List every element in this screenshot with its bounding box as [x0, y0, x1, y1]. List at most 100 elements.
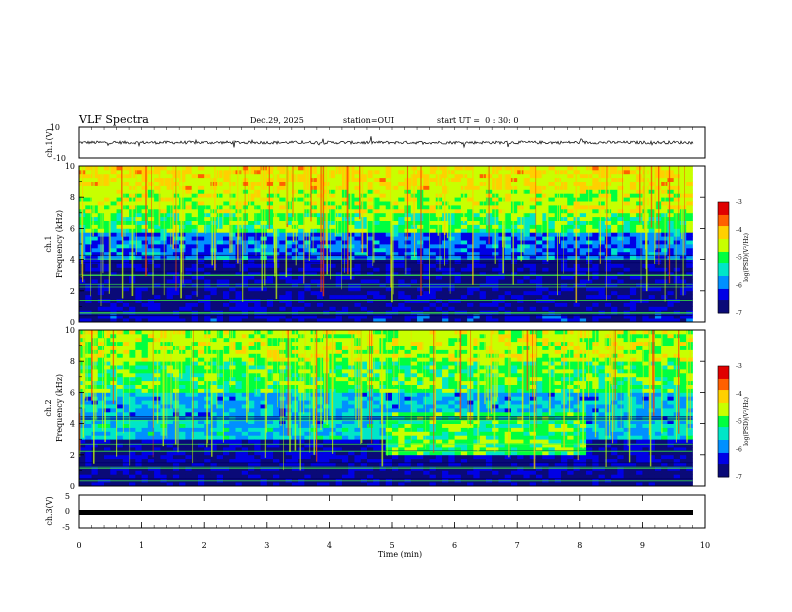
- spectrogram-cell: [623, 306, 631, 311]
- spectrogram-cell: [517, 228, 524, 233]
- spectrogram-cell: [154, 279, 161, 284]
- spectrogram-cell: [642, 302, 650, 307]
- spectrogram-cell: [248, 173, 255, 179]
- spectrogram-cell: [216, 220, 224, 225]
- spectrogram-cell: [166, 435, 174, 440]
- spectrogram-cell: [191, 318, 199, 323]
- spectrogram-cell: [85, 173, 92, 179]
- spectrogram-cell: [510, 244, 518, 249]
- spectrogram-cell: [629, 283, 637, 288]
- spectrogram-cell: [392, 201, 399, 206]
- spectrogram-cell: [104, 369, 111, 374]
- spectrogram-cell: [216, 244, 224, 249]
- spectrogram-cell: [266, 224, 274, 229]
- spectrogram-cell: [611, 232, 618, 237]
- spectrogram-cell: [204, 259, 211, 264]
- spectrogram-cell: [360, 306, 368, 311]
- spectrogram-cell: [116, 435, 124, 440]
- spectrogram-cell: [91, 244, 99, 249]
- spectrogram-cell: [141, 302, 149, 307]
- spectrogram-cell: [636, 306, 643, 311]
- spectrogram-cell: [197, 443, 205, 448]
- spectrogram-cell: [554, 208, 562, 214]
- spectrogram-cell: [673, 205, 681, 210]
- spectrogram-cell: [392, 294, 399, 299]
- spectrogram-cell: [110, 408, 117, 413]
- spectrogram-cell: [179, 353, 186, 358]
- spectrogram-cell: [629, 216, 637, 221]
- spectrogram-cell: [122, 388, 130, 393]
- spectrogram-cell: [611, 306, 618, 311]
- spectrogram-cell: [141, 372, 149, 378]
- spectrogram-cell: [529, 236, 537, 241]
- spectrogram-cell: [291, 232, 299, 237]
- spectrogram-cell: [110, 447, 117, 452]
- spectrogram-cell: [285, 228, 293, 233]
- spectrogram-cell: [85, 193, 92, 198]
- spectrogram-cell: [354, 286, 362, 292]
- spectrogram-cell: [166, 318, 174, 323]
- spectrogram-cell: [629, 193, 637, 198]
- spectrogram-cell: [135, 314, 142, 319]
- spectrogram-cell: [529, 205, 537, 210]
- spectrogram-cell: [686, 314, 693, 319]
- spectrogram-cell: [617, 177, 625, 182]
- spectrogram-cell: [191, 439, 199, 444]
- spectrogram-cell: [435, 232, 443, 237]
- spectrogram-cell: [561, 169, 568, 175]
- spectrogram-cell: [598, 275, 606, 280]
- spectrogram-cell: [241, 318, 249, 323]
- spectrogram-cell: [185, 259, 193, 264]
- spectrogram-cell: [79, 376, 86, 382]
- spectrogram-cell: [567, 240, 574, 245]
- spectrogram-cell: [598, 212, 606, 218]
- spectrogram-cell: [598, 314, 606, 319]
- spectrogram-cell: [617, 189, 625, 194]
- spectrogram-cell: [573, 306, 581, 311]
- spectrogram-cell: [135, 427, 142, 432]
- spectrogram-cell: [485, 279, 493, 284]
- spectrogram-cell: [554, 306, 562, 311]
- spectrogram-cell: [254, 306, 261, 311]
- spectrogram-cell: [241, 275, 249, 280]
- spectrogram-cell: [485, 306, 493, 311]
- spectrogram-cell: [116, 450, 124, 456]
- spectrogram-cell: [442, 283, 449, 288]
- colorbar-cell: [718, 231, 729, 234]
- spectrogram-cell: [141, 392, 149, 397]
- spectrogram-cell: [654, 236, 662, 241]
- spectrogram-cell: [122, 255, 130, 260]
- spectrogram-cell: [135, 232, 142, 237]
- spectrogram-cell: [686, 212, 693, 218]
- spectrogram-cell: [504, 181, 512, 186]
- spectrogram-cell: [154, 240, 161, 245]
- spectrogram-cell: [492, 263, 499, 268]
- spectrogram-cell: [479, 279, 487, 284]
- spectrogram-cell: [266, 177, 274, 182]
- spectrogram-cell: [492, 302, 499, 307]
- spectrogram-cell: [147, 388, 155, 393]
- spectrogram-cell: [179, 454, 186, 460]
- spectrogram-cell: [285, 271, 293, 276]
- spectrogram-cell: [454, 247, 462, 253]
- spectrogram-cell: [85, 411, 92, 417]
- spectrogram-cell: [598, 302, 606, 307]
- spectrogram-cell: [561, 216, 568, 221]
- spectrogram-cell: [216, 173, 224, 179]
- spectrogram-cell: [97, 314, 105, 319]
- spectrogram-cell: [241, 259, 249, 264]
- spectrogram-cell: [304, 224, 312, 229]
- spectrogram-cell: [135, 419, 142, 424]
- spectrogram-cell: [410, 240, 418, 245]
- spectrogram-cell: [611, 271, 618, 276]
- spectrogram-cell: [454, 169, 462, 175]
- spectrogram-cell: [686, 251, 693, 257]
- spectrogram-cell: [398, 294, 405, 299]
- spectrogram-cell: [392, 228, 399, 233]
- spectrogram-cell: [354, 240, 362, 245]
- spectrogram-cell: [661, 275, 668, 280]
- spectrogram-cell: [97, 443, 105, 448]
- spectrogram-cell: [492, 290, 499, 296]
- spectrogram-cell: [423, 263, 430, 268]
- spectrogram-cell: [116, 189, 124, 194]
